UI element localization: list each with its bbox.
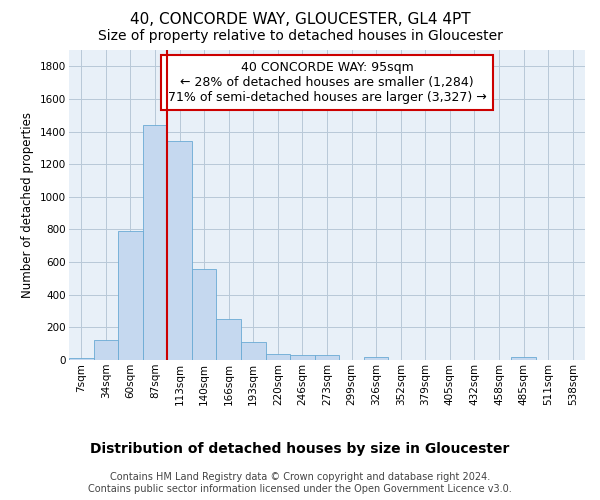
Bar xyxy=(241,342,266,360)
Y-axis label: Number of detached properties: Number of detached properties xyxy=(22,112,34,298)
Bar xyxy=(69,358,94,360)
Bar xyxy=(290,355,315,360)
Text: 40 CONCORDE WAY: 95sqm
← 28% of detached houses are smaller (1,284)
71% of semi-: 40 CONCORDE WAY: 95sqm ← 28% of detached… xyxy=(167,61,487,104)
Bar xyxy=(217,319,241,360)
Text: Contains public sector information licensed under the Open Government Licence v3: Contains public sector information licen… xyxy=(88,484,512,494)
Text: Contains HM Land Registry data © Crown copyright and database right 2024.: Contains HM Land Registry data © Crown c… xyxy=(110,472,490,482)
Bar xyxy=(511,356,536,360)
Bar xyxy=(167,140,192,360)
Bar xyxy=(143,125,167,360)
Bar xyxy=(118,231,143,360)
Text: Size of property relative to detached houses in Gloucester: Size of property relative to detached ho… xyxy=(98,29,502,43)
Bar xyxy=(364,356,388,360)
Bar xyxy=(192,270,217,360)
Text: Distribution of detached houses by size in Gloucester: Distribution of detached houses by size … xyxy=(91,442,509,456)
Bar xyxy=(266,354,290,360)
Text: 40, CONCORDE WAY, GLOUCESTER, GL4 4PT: 40, CONCORDE WAY, GLOUCESTER, GL4 4PT xyxy=(130,12,470,28)
Bar xyxy=(94,340,118,360)
Bar xyxy=(315,355,339,360)
